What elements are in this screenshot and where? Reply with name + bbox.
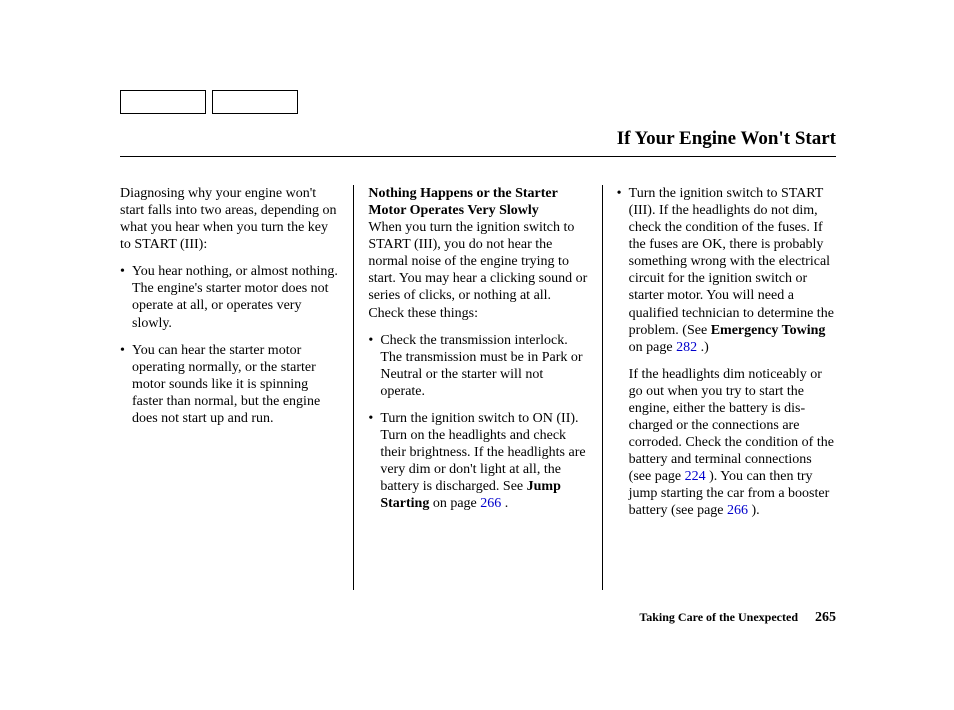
body-columns: Diagnosing why your engine won't start f… [120, 185, 836, 590]
page-footer: Taking Care of the Unexpected 265 [639, 610, 836, 626]
page-link-282[interactable]: 282 [676, 340, 697, 355]
col3-bullets: Turn the ignition switch to START (III).… [617, 185, 836, 356]
col2-bullet-1: Check the transmission interlock. The tr… [368, 332, 587, 400]
col3-p2-text-c: ). [748, 503, 760, 518]
footer-page-number: 265 [815, 610, 836, 625]
col1-intro: Diagnosing why your engine won't start f… [120, 185, 339, 253]
col1-bullets: You hear nothing, or almost nothing. The… [120, 263, 339, 427]
col2-b2-text-b: on page [429, 496, 480, 511]
col3-para-2: If the headlights dim noticeably or go o… [617, 366, 836, 520]
title-rule [120, 156, 836, 157]
col3-b1-text-b: on page [629, 340, 676, 355]
header-box-1 [120, 90, 206, 114]
col2-b2-text-c: . [501, 496, 508, 511]
col1-bullet-2: You can hear the starter motor operating… [120, 342, 339, 427]
page-link-266[interactable]: 266 [480, 496, 501, 511]
col3-b1-text-c: .) [697, 340, 709, 355]
col3-b1-bold: Emergency Towing [711, 323, 826, 338]
manual-page: If Your Engine Won't Start Diagnosing wh… [0, 0, 954, 710]
header-boxes [120, 90, 298, 114]
header-box-2 [212, 90, 298, 114]
col2-bullet-2: Turn the ignition switch to ON (II). Tur… [368, 410, 587, 512]
column-2: Nothing Happens or the Starter Motor Ope… [353, 185, 602, 590]
col2-heading-block: Nothing Happens or the Starter Motor Ope… [368, 185, 587, 322]
page-link-224[interactable]: 224 [685, 469, 706, 484]
col1-bullet-1: You hear nothing, or almost nothing. The… [120, 263, 339, 331]
column-1: Diagnosing why your engine won't start f… [120, 185, 353, 590]
col3-bullet-1: Turn the ignition switch to START (III).… [617, 185, 836, 356]
col2-intro: When you turn the ignition switch to STA… [368, 220, 587, 320]
footer-section-name: Taking Care of the Unexpected [639, 610, 798, 624]
page-title: If Your Engine Won't Start [617, 128, 836, 150]
col3-p2-text-a: If the headlights dim noticeably or go o… [629, 367, 834, 484]
col2-heading: Nothing Happens or the Starter Motor Ope… [368, 186, 557, 218]
page-link-266b[interactable]: 266 [727, 503, 748, 518]
col3-b1-text-a: Turn the ignition switch to START (III).… [629, 186, 834, 338]
col2-bullets: Check the transmission interlock. The tr… [368, 332, 587, 513]
column-3: Turn the ignition switch to START (III).… [603, 185, 836, 590]
